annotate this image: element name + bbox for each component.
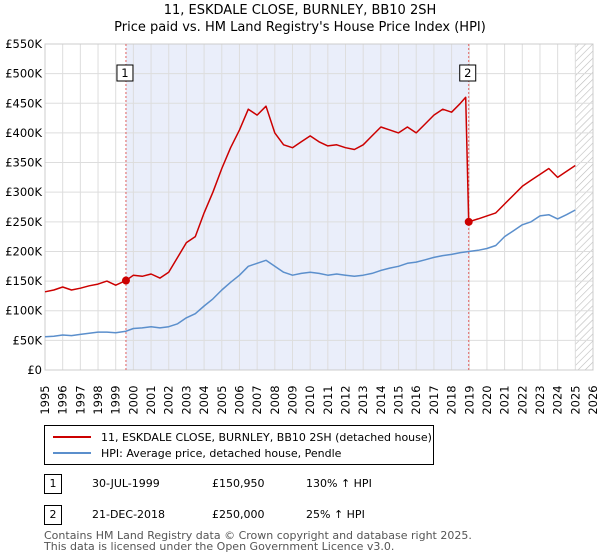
y-tick-label: £200K <box>5 244 42 258</box>
x-tick-label: 1996 <box>56 385 70 414</box>
x-tick-label: 1998 <box>91 385 105 414</box>
price-chart: 11, ESKDALE CLOSE, BURNLEY, BB10 2SH Pri… <box>5 3 600 415</box>
transaction-hpi: 25% ↑ HPI <box>306 508 365 521</box>
legend-label-hpi: HPI: Average price, detached house, Pend… <box>101 446 342 460</box>
y-tick-label: £400K <box>5 126 42 140</box>
transaction-label-box <box>459 64 477 82</box>
x-tick-label: 2001 <box>144 385 158 414</box>
series-line-hpi <box>44 209 576 338</box>
y-tick-label: £450K <box>5 96 42 110</box>
y-tick-label: £250K <box>5 215 42 229</box>
x-tick-label: 2008 <box>268 385 282 414</box>
transaction-date: 30-JUL-1999 <box>92 477 160 490</box>
x-tick-label: 2011 <box>321 385 335 414</box>
transaction-price: £150,950 <box>212 477 265 490</box>
x-tick-label: 2020 <box>480 385 494 414</box>
y-tick-label: £50K <box>13 333 43 347</box>
x-tick-label: 2023 <box>533 385 547 414</box>
footer-line-2: This data is licensed under the Open Gov… <box>44 540 395 553</box>
series-line-property <box>44 96 576 293</box>
transaction-price: £250,000 <box>212 508 265 521</box>
transaction-row: 2 21-DEC-2018 £250,000 25% ↑ HPI <box>44 505 424 525</box>
x-tick-label: 2015 <box>392 385 406 414</box>
y-tick-label: £100K <box>5 304 42 318</box>
x-tick-label: 1999 <box>109 385 123 414</box>
x-tick-label: 2009 <box>285 385 299 414</box>
transaction-label-number: 2 <box>464 66 471 80</box>
legend-swatch-hpi <box>53 452 91 454</box>
transaction-label-number: 1 <box>121 66 128 80</box>
transaction-date: 21-DEC-2018 <box>92 508 166 521</box>
x-tick-label: 2025 <box>568 385 582 414</box>
y-tick-label: £0 <box>27 363 42 377</box>
x-tick-label: 2006 <box>232 385 246 414</box>
x-tick-label: 2005 <box>215 385 229 414</box>
chart-title-line1: 11, ESKDALE CLOSE, BURNLEY, BB10 2SH <box>164 3 437 18</box>
y-tick-label: £550K <box>5 37 42 51</box>
y-tick-label: £350K <box>5 156 42 170</box>
x-tick-label: 2018 <box>445 385 459 414</box>
future-hatch-region <box>575 44 593 370</box>
x-tick-label: 2002 <box>162 385 176 414</box>
footer-line-1: Contains HM Land Registry data © Crown c… <box>44 529 472 542</box>
transaction-label-box <box>116 64 134 82</box>
chart-title-line2: Price paid vs. HM Land Registry's House … <box>114 20 486 35</box>
transaction-number: 2 <box>44 505 62 525</box>
x-tick-label: 2026 <box>586 385 600 414</box>
x-tick-label: 2024 <box>551 385 565 414</box>
transaction-number: 1 <box>44 474 62 494</box>
legend-swatch-property <box>53 436 91 438</box>
x-tick-label: 2012 <box>339 385 353 414</box>
x-tick-label: 2022 <box>515 385 529 414</box>
transaction-point <box>121 276 130 285</box>
y-tick-label: £150K <box>5 274 42 288</box>
plot-frame <box>44 43 594 371</box>
x-tick-label: 2021 <box>498 385 512 414</box>
y-tick-label: £300K <box>5 185 42 199</box>
x-tick-label: 2017 <box>427 385 441 414</box>
y-tick-label: £500K <box>5 67 42 81</box>
legend-item-hpi: HPI: Average price, detached house, Pend… <box>53 446 341 460</box>
x-tick-label: 1995 <box>38 385 52 414</box>
transaction-hpi: 130% ↑ HPI <box>306 477 372 490</box>
x-tick-label: 1997 <box>73 385 87 414</box>
legend: 11, ESKDALE CLOSE, BURNLEY, BB10 2SH (de… <box>44 425 434 465</box>
transaction-point <box>464 217 473 226</box>
x-tick-label: 2007 <box>250 385 264 414</box>
x-tick-label: 2013 <box>356 385 370 414</box>
x-tick-label: 2016 <box>409 385 423 414</box>
transaction-row: 1 30-JUL-1999 £150,950 130% ↑ HPI <box>44 474 424 494</box>
shaded-ownership-region <box>125 44 469 370</box>
x-tick-label: 2004 <box>197 385 211 414</box>
x-tick-label: 2010 <box>303 385 317 414</box>
legend-item-property: 11, ESKDALE CLOSE, BURNLEY, BB10 2SH (de… <box>53 430 432 444</box>
x-tick-label: 2000 <box>126 385 140 414</box>
x-tick-label: 2003 <box>179 385 193 414</box>
x-tick-label: 2019 <box>462 385 476 414</box>
x-tick-label: 2014 <box>374 385 388 414</box>
legend-label-property: 11, ESKDALE CLOSE, BURNLEY, BB10 2SH (de… <box>101 430 432 444</box>
footer-attribution: Contains HM Land Registry data © Crown c… <box>44 530 472 552</box>
